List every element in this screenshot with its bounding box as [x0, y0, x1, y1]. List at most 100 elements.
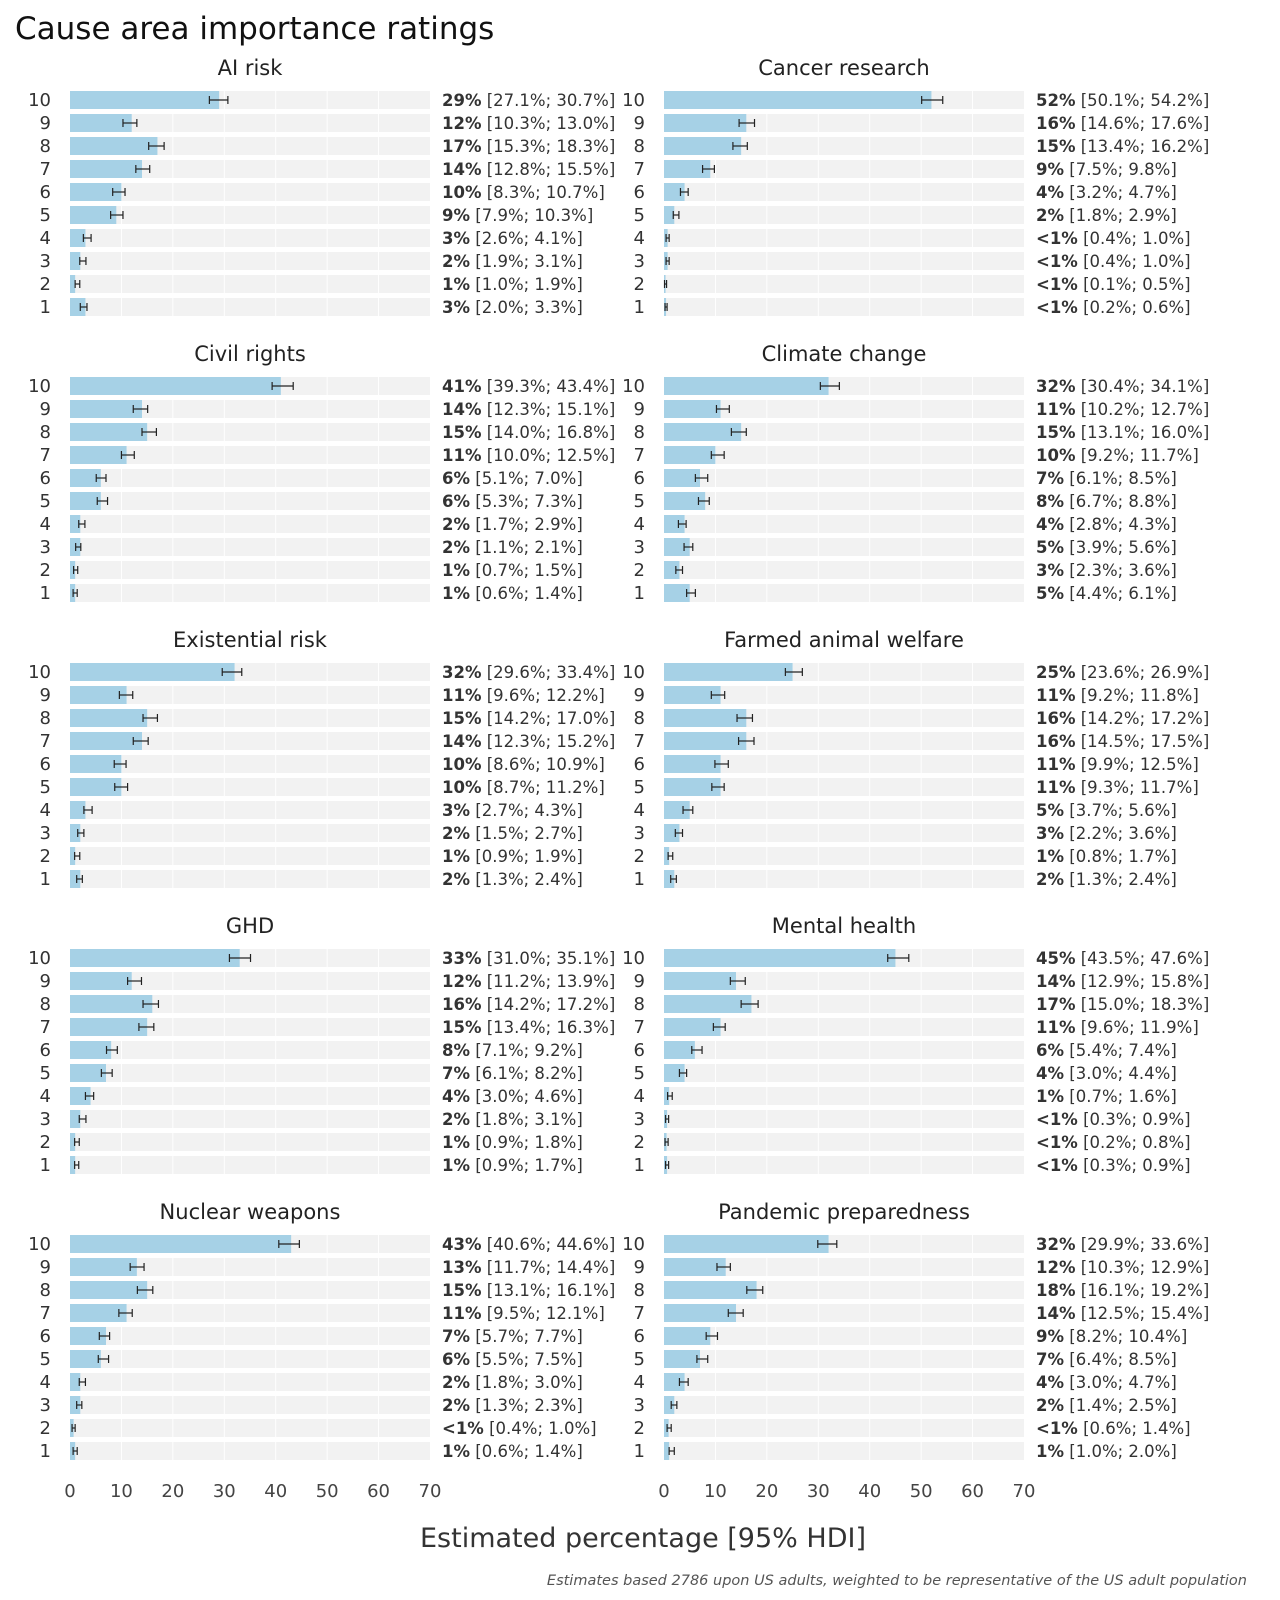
value-interval: [9.2%; 11.7%]: [1076, 446, 1199, 465]
value-percent: 2%: [1036, 870, 1064, 889]
rating-label: 2: [40, 846, 51, 867]
value-label: 10% [8.6%; 10.9%]: [442, 755, 605, 774]
bar: [664, 870, 675, 888]
x-tick-label: 30: [807, 1481, 830, 1502]
bar: [70, 1110, 81, 1128]
rating-label: 2: [40, 560, 51, 581]
rating-label: 9: [40, 685, 51, 706]
bar: [664, 515, 685, 533]
bar: [664, 1373, 685, 1391]
bar: [70, 1041, 112, 1059]
value-label: 9% [7.5%; 9.8%]: [1036, 160, 1177, 179]
rating-label: 4: [40, 1372, 51, 1393]
bar-track: [664, 801, 1024, 819]
bar-track: [70, 709, 430, 727]
value-interval: [14.0%; 16.8%]: [482, 423, 616, 442]
value-percent: 5%: [1036, 584, 1064, 603]
value-label: 2% [1.3%; 2.4%]: [442, 870, 583, 889]
value-label: 14% [12.3%; 15.1%]: [442, 400, 615, 419]
bar: [70, 1396, 81, 1414]
rating-label: 6: [40, 1040, 51, 1061]
value-label: 7% [6.1%; 8.2%]: [442, 1064, 583, 1083]
rating-label: 9: [634, 685, 645, 706]
bar-track: [664, 1304, 1024, 1322]
bar-track: [664, 1419, 1024, 1437]
bar-track: [70, 1327, 430, 1345]
value-label: 1% [0.9%; 1.8%]: [442, 1133, 583, 1152]
bar-track: [664, 469, 1024, 487]
value-label: 1% [0.9%; 1.9%]: [442, 847, 583, 866]
bar-track: [664, 1156, 1024, 1174]
value-percent: 2%: [442, 1396, 470, 1415]
bar-track: [70, 252, 430, 270]
bar-track: [664, 137, 1024, 155]
value-interval: [9.5%; 12.1%]: [482, 1304, 605, 1323]
value-percent: 3%: [1036, 824, 1064, 843]
value-interval: [13.1%; 16.1%]: [482, 1281, 616, 1300]
value-percent: 10%: [1036, 446, 1076, 465]
x-tick-label: 30: [213, 1481, 236, 1502]
value-label: <1% [0.4%; 1.0%]: [1036, 252, 1191, 271]
value-interval: [11.2%; 13.9%]: [482, 972, 616, 991]
value-label: 7% [6.4%; 8.5%]: [1036, 1350, 1177, 1369]
value-percent: 1%: [442, 1156, 470, 1175]
value-percent: 9%: [1036, 160, 1064, 179]
bar: [664, 492, 706, 510]
bar: [70, 561, 76, 579]
value-percent: 15%: [442, 423, 482, 442]
value-interval: [0.9%; 1.9%]: [470, 847, 583, 866]
value-percent: 9%: [1036, 1327, 1064, 1346]
value-interval: [1.1%; 2.1%]: [470, 538, 583, 557]
x-tick-label: 10: [110, 1481, 133, 1502]
bar: [664, 1258, 726, 1276]
bar-track: [70, 137, 430, 155]
rating-label: 5: [40, 1063, 51, 1084]
value-percent: 2%: [442, 824, 470, 843]
rating-label: 4: [634, 1086, 645, 1107]
panel-title: Farmed animal welfare: [724, 628, 964, 652]
value-interval: [27.1%; 30.7%]: [482, 91, 616, 110]
value-percent: 13%: [442, 1258, 482, 1277]
value-label: 45% [43.5%; 47.6%]: [1036, 949, 1209, 968]
bar: [70, 1235, 292, 1253]
bar: [70, 663, 235, 681]
value-percent: 7%: [442, 1064, 470, 1083]
value-percent: 3%: [1036, 561, 1064, 580]
value-percent: 16%: [1036, 709, 1076, 728]
bar-track: [70, 538, 430, 556]
rating-label: 5: [634, 1349, 645, 1370]
bar-track: [664, 1396, 1024, 1414]
rating-label: 9: [40, 971, 51, 992]
value-label: 7% [6.1%; 8.5%]: [1036, 469, 1177, 488]
value-percent: 43%: [442, 1235, 482, 1254]
bar-track: [664, 160, 1024, 178]
bar-track: [664, 400, 1024, 418]
value-interval: [5.5%; 7.5%]: [470, 1350, 583, 1369]
value-percent: 33%: [442, 949, 482, 968]
value-percent: 1%: [442, 847, 470, 866]
rating-label: 7: [40, 1017, 51, 1038]
bar-track: [664, 538, 1024, 556]
value-percent: <1%: [1036, 252, 1078, 271]
bar: [70, 492, 101, 510]
bar: [70, 275, 76, 293]
value-interval: [1.3%; 2.3%]: [470, 1396, 583, 1415]
x-tick-label: 60: [961, 1481, 984, 1502]
value-percent: 3%: [442, 298, 470, 317]
x-tick-label: 10: [704, 1481, 727, 1502]
x-tick-label: 0: [658, 1481, 669, 1502]
value-interval: [14.2%; 17.0%]: [482, 709, 616, 728]
bar-track: [70, 755, 430, 773]
value-label: 4% [3.2%; 4.7%]: [1036, 183, 1177, 202]
value-label: 14% [12.5%; 15.4%]: [1036, 1304, 1209, 1323]
bar: [664, 446, 716, 464]
bar-track: [664, 1018, 1024, 1036]
rating-label: 4: [40, 514, 51, 535]
bar: [70, 229, 86, 247]
bar: [664, 1064, 685, 1082]
panel-title: Climate change: [762, 342, 927, 366]
bar-track: [664, 1064, 1024, 1082]
